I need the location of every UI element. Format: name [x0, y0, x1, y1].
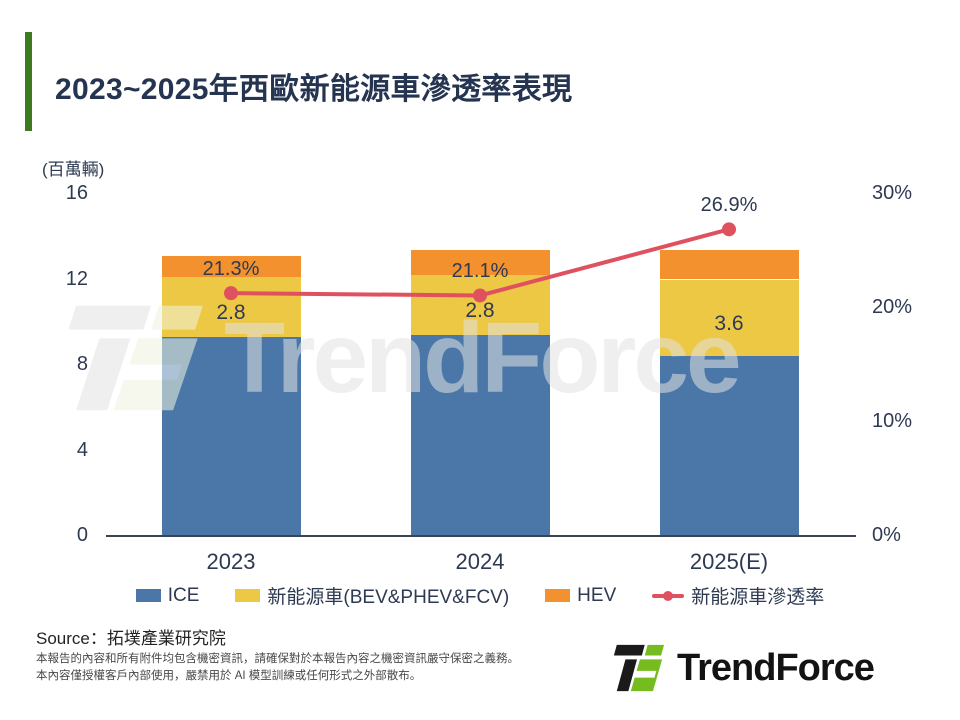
legend-label: 新能源車滲透率 [691, 587, 825, 608]
penetration-label-2025(E): 26.9% [700, 194, 758, 217]
left-axis-unit-label: (百萬輛) [42, 160, 105, 179]
left-axis-tick-8: 8 [76, 353, 88, 375]
bar-value-label-2023: 2.8 [216, 301, 246, 325]
chart-legend: ICE 新能源車(BEV&PHEV&FCV) HEV 新能源車滲透率 [0, 582, 960, 609]
trendforce-logo-text: TrendForce [677, 646, 875, 689]
penetration-label-2023: 21.3% [202, 258, 260, 281]
page-title: 2023~2025年西歐新能源車滲透率表現 [55, 73, 573, 106]
trendforce-logo: TrendForce [610, 641, 875, 695]
legend-label: ICE [167, 584, 200, 606]
bar-segment-ICE-2023 [161, 337, 301, 536]
line-point-2025(E) [722, 222, 736, 237]
bar-segment-HEV-2025(E) [659, 249, 799, 280]
x-axis-line [106, 535, 856, 537]
right-axis-tick-30: 30% [872, 182, 913, 204]
legend-item-3: HEV [545, 585, 616, 607]
legend-swatch-icon [135, 589, 161, 602]
left-axis-tick-0: 0 [76, 524, 88, 546]
legend-label: HEV [577, 584, 617, 606]
left-axis-tick-12: 12 [65, 267, 88, 290]
legend-label: 新能源車(BEV&PHEV&FCV) [267, 587, 510, 608]
disclaimer-line-1: 本報告的內容和所有附件均包含機密資訊，請確保對於本報告內容之機密資訊嚴守保密之義… [36, 653, 519, 665]
source-text: Source：拓墣產業研究院 [36, 629, 226, 648]
legend-line-dot-icon [663, 590, 674, 601]
trendforce-logo-icon [613, 644, 665, 692]
disclaimer-line-2: 本內容僅授權客戶內部使用，嚴禁用於 AI 模型訓練或任何形式之外部散布。 [36, 670, 422, 682]
legend-swatch-icon [545, 589, 571, 602]
right-axis-tick-20: 20% [872, 296, 913, 318]
legend-item-1: ICE [135, 584, 200, 607]
x-axis-label-2024: 2024 [455, 549, 505, 574]
legend-item-2: 新能源車(BEV&PHEV&FCV) [235, 582, 509, 609]
legend-item-4: 新能源車滲透率 [652, 582, 824, 609]
right-axis-tick-0: 0% [872, 524, 901, 546]
bar-segment-ICE-2024 [410, 335, 550, 536]
x-axis-label-2023: 2023 [206, 549, 256, 574]
bar-value-label-2024: 2.8 [465, 299, 495, 323]
bar-value-label-2025(E): 3.6 [714, 311, 744, 335]
left-axis-tick-16: 16 [65, 182, 88, 204]
x-axis-label-2025(E): 2025(E) [689, 549, 769, 574]
bar-segment-ICE-2025(E) [659, 356, 799, 536]
penetration-label-2024: 21.1% [451, 260, 509, 283]
disclaimer-text: 本報告的內容和所有附件均包含機密資訊，請確保對於本報告內容之機密資訊嚴守保密之義… [36, 651, 519, 685]
legend-line-marker-icon [652, 590, 685, 601]
right-axis-tick-10: 10% [872, 410, 913, 432]
title-accent-bar [25, 32, 32, 131]
legend-swatch-icon [235, 589, 261, 602]
watermark: TrendForce [58, 294, 742, 422]
left-axis-tick-4: 4 [76, 438, 88, 461]
